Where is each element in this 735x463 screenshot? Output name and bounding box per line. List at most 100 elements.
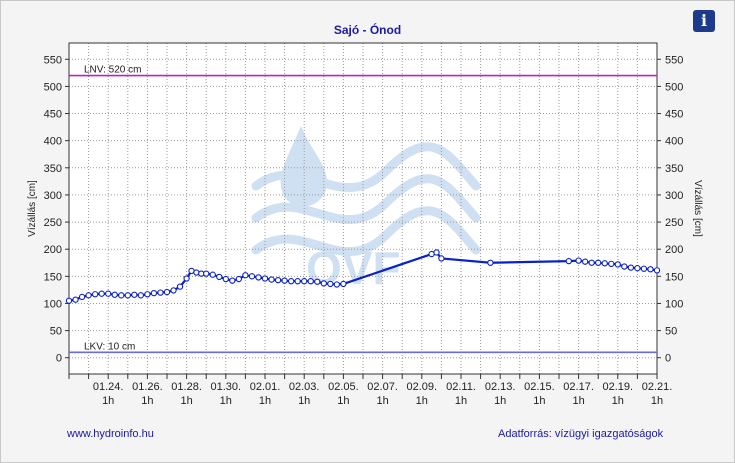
data-point xyxy=(281,277,288,284)
data-point xyxy=(248,273,256,280)
data-point xyxy=(183,275,190,282)
x-tick-label: 02.11. xyxy=(446,381,476,393)
data-point xyxy=(433,249,440,256)
data-point xyxy=(438,255,445,262)
y-tick-label-right: 250 xyxy=(665,217,683,229)
data-point xyxy=(111,291,118,298)
y-axis-label-right: Vízállás [cm] xyxy=(692,180,703,237)
y-tick-label-right: 0 xyxy=(665,353,671,365)
data-point xyxy=(581,258,589,265)
x-tick-sublabel: 1h xyxy=(612,395,624,407)
svg-text:OVF: OVF xyxy=(306,242,401,294)
data-point xyxy=(327,280,334,288)
x-tick-sublabel: 1h xyxy=(259,395,271,407)
y-tick-label-right: 500 xyxy=(665,81,683,93)
data-point xyxy=(595,259,602,266)
x-tick-label: 01.26. xyxy=(132,381,163,393)
x-tick-label: 01.24. xyxy=(93,381,124,393)
data-point xyxy=(235,275,243,283)
y-tick-label-right: 50 xyxy=(665,326,677,338)
x-tick-label: 02.05. xyxy=(328,381,359,393)
data-point xyxy=(105,290,112,297)
data-point xyxy=(287,278,295,285)
data-point xyxy=(608,260,615,267)
x-tick-sublabel: 1h xyxy=(494,395,506,407)
hydroinfo-link[interactable]: www.hydroinfo.hu xyxy=(67,428,154,440)
data-point xyxy=(65,297,73,304)
data-point xyxy=(647,266,654,273)
reference-line-label: LNV: 520 cm xyxy=(84,65,141,76)
data-point xyxy=(340,280,347,288)
info-icon[interactable]: i xyxy=(693,10,715,32)
y-tick-label-left: 300 xyxy=(44,190,62,202)
x-tick-sublabel: 1h xyxy=(651,395,663,407)
y-tick-label-left: 100 xyxy=(44,298,62,310)
data-point xyxy=(98,290,105,297)
data-point xyxy=(314,278,321,285)
data-point xyxy=(274,276,282,284)
data-point xyxy=(209,271,216,278)
y-tick-label-right: 350 xyxy=(665,163,683,175)
data-point xyxy=(163,288,171,296)
data-point xyxy=(487,259,494,266)
data-point xyxy=(137,292,145,299)
x-tick-label: 02.01. xyxy=(250,381,281,393)
y-tick-label-right: 200 xyxy=(665,244,683,256)
data-point xyxy=(634,265,641,272)
y-tick-label-left: 450 xyxy=(44,109,62,121)
data-point xyxy=(294,278,301,285)
data-point xyxy=(307,278,314,285)
x-tick-label: 02.19. xyxy=(603,381,634,393)
data-point xyxy=(229,277,236,284)
x-tick-label: 02.15. xyxy=(524,381,555,393)
data-point xyxy=(268,276,275,283)
data-point xyxy=(157,289,164,296)
data-point xyxy=(131,291,138,298)
y-tick-label-right: 300 xyxy=(665,190,683,202)
x-tick-label: 02.13. xyxy=(485,381,516,393)
data-point xyxy=(150,289,158,297)
data-point xyxy=(222,275,229,283)
data-point xyxy=(640,265,648,272)
reference-line-label: LKV: 10 cm xyxy=(84,341,135,352)
y-tick-label-right: 400 xyxy=(665,136,683,148)
data-point xyxy=(216,273,223,281)
data-point xyxy=(301,278,308,285)
y-tick-label-left: 500 xyxy=(44,81,62,93)
x-tick-sublabel: 1h xyxy=(180,395,192,407)
data-point xyxy=(621,263,628,270)
y-axis-label-left: Vízállás [cm] xyxy=(27,180,38,237)
data-point xyxy=(193,269,200,276)
x-tick-sublabel: 1h xyxy=(572,395,584,407)
data-point xyxy=(242,272,249,279)
data-point xyxy=(333,281,341,288)
x-tick-sublabel: 1h xyxy=(337,395,349,407)
x-tick-sublabel: 1h xyxy=(298,395,310,407)
x-tick-sublabel: 1h xyxy=(102,395,114,407)
x-tick-label: 02.07. xyxy=(367,381,398,393)
data-point xyxy=(176,283,184,290)
data-point xyxy=(653,267,661,274)
y-tick-label-left: 350 xyxy=(44,163,62,175)
data-point xyxy=(72,296,79,303)
x-tick-sublabel: 1h xyxy=(455,395,467,407)
data-point xyxy=(320,280,327,287)
x-tick-label: 01.28. xyxy=(171,381,202,393)
data-point xyxy=(170,287,177,294)
y-tick-label-left: 200 xyxy=(44,244,62,256)
data-point xyxy=(91,291,99,298)
data-point xyxy=(575,257,582,264)
x-tick-sublabel: 1h xyxy=(220,395,232,407)
data-point xyxy=(118,292,125,299)
data-point xyxy=(85,292,92,299)
data-point xyxy=(78,293,86,301)
y-tick-label-left: 150 xyxy=(44,271,62,283)
x-tick-sublabel: 1h xyxy=(376,395,388,407)
x-tick-label: 02.09. xyxy=(407,381,438,393)
x-tick-sublabel: 1h xyxy=(533,395,545,407)
data-point xyxy=(255,274,262,281)
y-tick-label-left: 400 xyxy=(44,136,62,148)
data-point xyxy=(601,260,608,267)
data-point xyxy=(627,264,635,271)
